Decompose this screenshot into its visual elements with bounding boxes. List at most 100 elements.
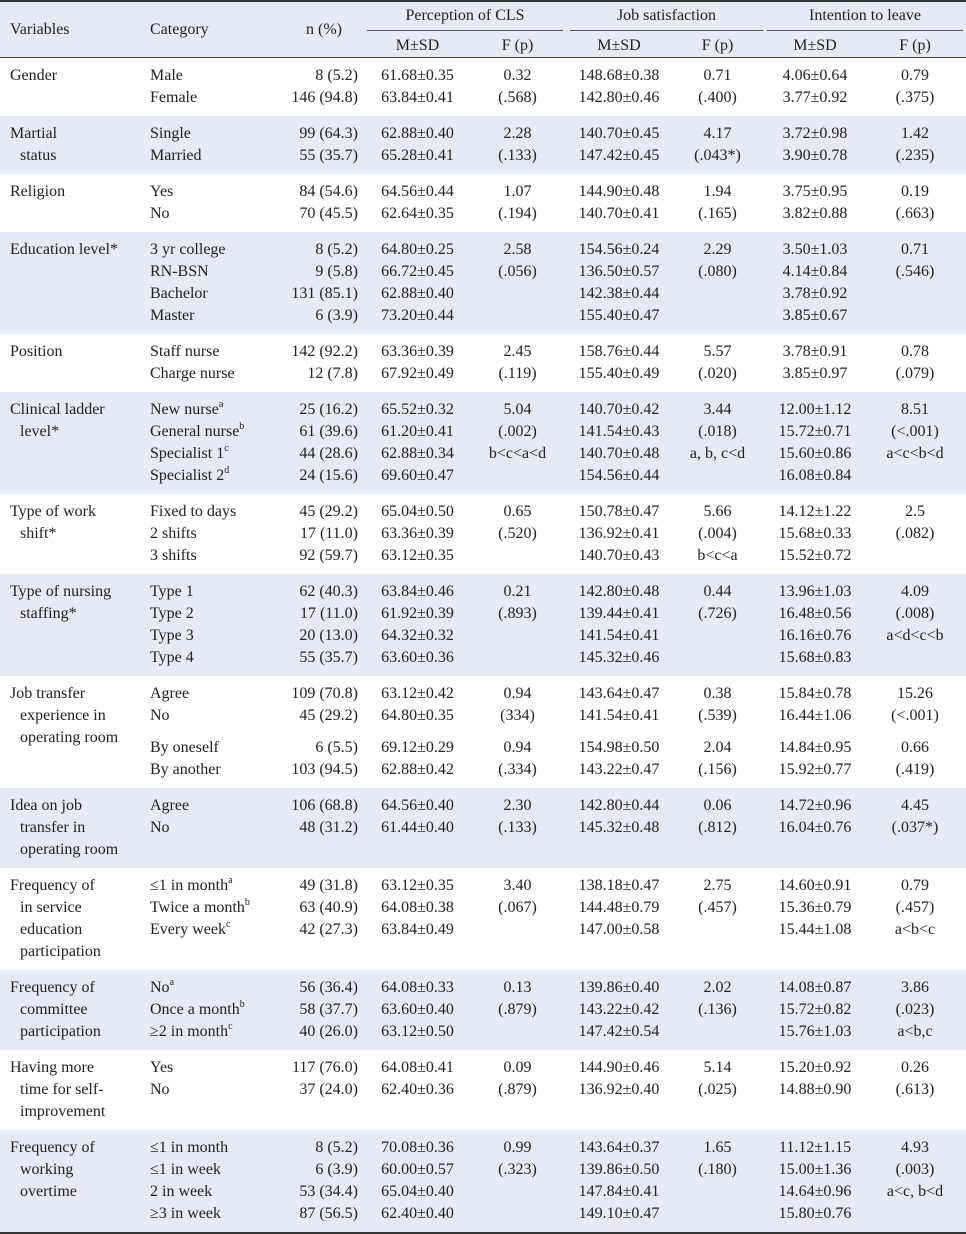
mean-sd: 140.70±0.43 [578,547,660,564]
variable-label: in service [20,899,82,916]
header-variables: Variables [10,21,70,38]
f-value: (.018) [698,423,737,440]
table-row: Yes 84 (54.6) 64.56±0.44 1.07 144.90±0.48 1.9… [0,181,966,203]
category: Single [150,123,191,145]
category: 2 in week [150,1181,212,1203]
n-percent: 42 (27.3) [299,921,358,938]
n-percent: 40 (26.0) [299,1023,358,1040]
category: Staff nurse [150,341,219,363]
mean-sd: 63.12±0.35 [381,547,454,564]
row-group: Position Staff nurse 142 (92.2) 63.36±0.39 2… [0,334,966,392]
mean-sd: 63.36±0.39 [381,525,454,542]
category-text: ≥3 in week [150,1205,221,1222]
mean-sd: 62.40±0.36 [381,1081,454,1098]
table-row: RN-BSN 9 (5.8) 66.72±0.45 (.056) 136.50±0.57… [0,261,966,283]
mean-sd: 3.85±0.67 [782,307,848,324]
n-percent: 84 (54.6) [299,183,358,200]
mean-sd: 4.06±0.64 [782,67,848,84]
f-value: (.180) [698,1161,737,1178]
mean-sd: 64.80±0.35 [381,707,454,724]
f-value: (.457) [895,899,935,916]
row-group-body: Type of nursing staffing* Type 1 62 (40.3) 6… [0,581,966,669]
f-value: (.334) [498,761,537,778]
category: No [150,1079,170,1101]
f-value: a<c<b<d [886,445,944,462]
row-group-body: Religion Yes 84 (54.6) 64.56±0.44 1.07 144.90… [0,181,966,225]
mean-sd: 3.78±0.91 [782,343,848,360]
category: RN-BSN [150,261,209,283]
table-row: Agree 109 (70.8) 63.12±0.42 0.94 143.64±0.47… [0,683,966,705]
variable-label: staffing* [20,605,77,622]
mean-sd: 63.84±0.46 [381,583,454,600]
f-value: 4.45 [901,797,929,814]
table-row: 3 shifts 92 (59.7) 63.12±0.35 140.70±0.43 b<… [0,545,966,567]
row-group: Gender Male 8 (5.2) 61.68±0.35 0.32 148.68±0.… [0,58,966,116]
n-percent: 45 (29.2) [299,503,358,520]
n-percent: 17 (11.0) [299,525,358,542]
mean-sd: 15.68±0.83 [778,649,852,666]
mean-sd: 15.20±0.92 [778,1059,852,1076]
f-value: (.020) [698,365,737,382]
mean-sd: 64.32±0.32 [381,627,454,644]
variable-label: Clinical ladder [10,401,105,418]
mean-sd: 141.54±0.41 [578,707,660,724]
f-value: (.003) [895,1161,935,1178]
category-text: New nurse [150,401,219,418]
mean-sd: 65.04±0.50 [381,503,454,520]
category: Married [150,145,202,167]
mean-sd: 15.44±1.08 [778,921,852,938]
n-percent: 131 (85.1) [291,285,358,302]
mean-sd: 143.64±0.47 [578,685,660,702]
header-rule [767,30,963,31]
mean-sd: 14.88±0.90 [778,1081,852,1098]
f-value: 0.79 [901,67,929,84]
mean-sd: 14.60±0.91 [778,877,852,894]
row-group: Frequency of working overtime ≤1 in month 8 … [0,1130,966,1232]
header-m: M±SD [395,37,440,54]
category-text: Type 4 [150,649,194,666]
f-value: (.023) [895,1001,935,1018]
mean-sd: 69.12±0.29 [381,739,454,756]
variable-label: Frequency of [10,1139,95,1156]
row-group: Religion Yes 84 (54.6) 64.56±0.44 1.07 144.90… [0,174,966,232]
f-value: (.726) [698,605,737,622]
n-percent: 44 (28.6) [299,445,358,462]
category: Type 4 [150,647,194,669]
mean-sd: 145.32±0.46 [578,649,660,666]
f-value: (.165) [698,205,737,222]
f-value: 3.40 [503,877,532,894]
f-value: 5.14 [703,1059,732,1076]
row-group-body: Frequency of working overtime ≤1 in month 8 … [0,1137,966,1225]
n-percent: 61 (39.6) [299,423,358,440]
f-value: (.568) [498,89,537,106]
f-value: (.546) [895,263,935,280]
f-value: 0.66 [901,739,929,756]
mean-sd: 141.54±0.43 [578,423,660,440]
category: Agree [150,683,189,705]
mean-sd: 3.85±0.97 [782,365,848,382]
category: Bachelor [150,283,208,305]
category-text: Specialist 1 [150,445,225,462]
table-header: Variables Category n (%) Perception of CLS M… [0,2,966,58]
n-percent: 103 (94.5) [291,761,358,778]
mean-sd: 147.42±0.45 [578,147,660,164]
category-text: No [150,819,170,836]
category: Master [150,305,194,327]
category-text: 3 shifts [150,547,197,564]
f-value: (.156) [698,761,737,778]
mean-sd: 150.78±0.47 [578,503,660,520]
category-text: 2 shifts [150,525,197,542]
f-value: (.419) [895,761,935,778]
mean-sd: 62.40±0.40 [381,1205,454,1222]
table-row: Type 4 55 (35.7) 63.60±0.36 145.32±0.46 15.6… [0,647,966,669]
variable-label: Idea on job [10,797,82,814]
f-value: (.008) [895,605,935,622]
variable-label: education [20,921,83,938]
mean-sd: 64.08±0.33 [381,979,454,996]
f-value: 5.04 [503,401,532,418]
category: General nurseb [150,421,244,443]
f-value: 1.65 [703,1139,732,1156]
header-group-title: Perception of CLS [405,7,525,24]
mean-sd: 65.04±0.40 [381,1183,454,1200]
table-row: Married 55 (35.7) 65.28±0.41 (.133) 147.42±0… [0,145,966,167]
